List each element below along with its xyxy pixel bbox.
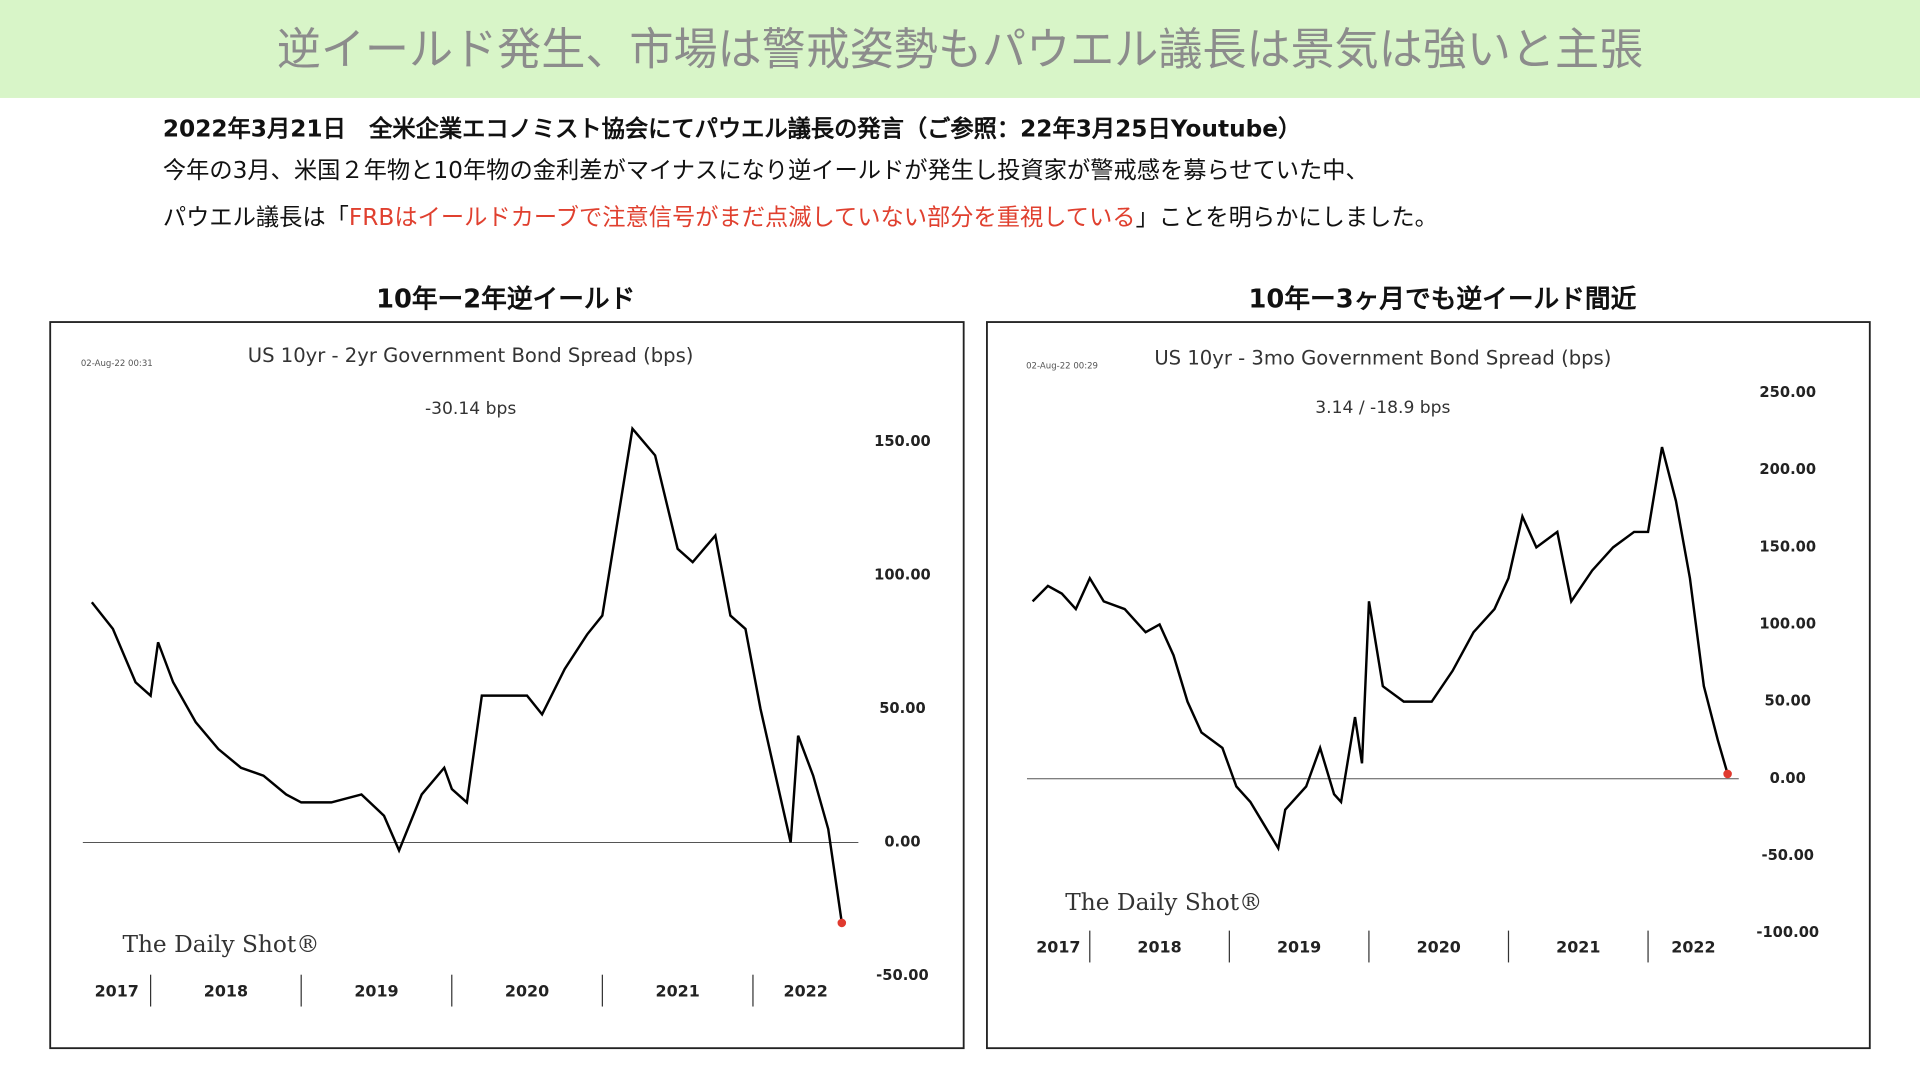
x-tick-label: 2021 bbox=[656, 981, 700, 1000]
y-tick-label: 100.00 bbox=[1759, 615, 1816, 632]
x-tick-label: 2017 bbox=[1036, 937, 1080, 956]
y-tick-label: 150.00 bbox=[1759, 538, 1816, 555]
y-tick-label: -50.00 bbox=[1761, 847, 1814, 864]
chart-frame bbox=[49, 321, 965, 1050]
text-part: パウエル議長は「 bbox=[163, 203, 349, 230]
header-band bbox=[0, 0, 1920, 98]
chart-title: US 10yr - 3mo Government Bond Spread (bp… bbox=[1154, 346, 1611, 369]
y-tick-label: 0.00 bbox=[1770, 770, 1806, 787]
watermark: The Daily Shot® bbox=[1065, 889, 1262, 916]
series-line bbox=[90, 425, 844, 924]
chart-heading: 10年ー3ヶ月でも逆イールド間近 bbox=[1249, 284, 1637, 315]
x-tick-label: 2017 bbox=[95, 981, 139, 1000]
x-tick-label: 2020 bbox=[1417, 937, 1461, 956]
x-tick-label: 2020 bbox=[505, 981, 549, 1000]
series-line bbox=[1031, 446, 1729, 852]
y-tick-label: 50.00 bbox=[1765, 693, 1811, 710]
end-marker bbox=[837, 918, 847, 928]
text-part: 」ことを明らかにしました。 bbox=[1136, 203, 1438, 230]
annotation: 3.14 / -18.9 bps bbox=[1315, 398, 1450, 418]
chart-heading: 10年ー2年逆イールド bbox=[376, 284, 635, 315]
y-tick-label: 150.00 bbox=[874, 433, 931, 450]
y-tick-label: 0.00 bbox=[884, 833, 920, 850]
highlight: FRBはイールドカーブで注意信号がまだ点滅していない部分を重視している bbox=[349, 203, 1136, 230]
end-marker bbox=[1723, 769, 1732, 779]
x-tick-label: 2019 bbox=[354, 981, 398, 1000]
x-tick-label: 2022 bbox=[1671, 937, 1715, 956]
chart-title: US 10yr - 2yr Government Bond Spread (bp… bbox=[248, 344, 694, 367]
x-tick-label: 2021 bbox=[1556, 937, 1600, 956]
y-tick-label: -100.00 bbox=[1756, 924, 1819, 941]
y-tick-label: -50.00 bbox=[876, 967, 929, 984]
x-tick-label: 2018 bbox=[204, 981, 248, 1000]
x-tick-label: 2018 bbox=[1137, 937, 1181, 956]
x-tick-label: 2022 bbox=[784, 981, 828, 1000]
body-line: 今年の3月、米国２年物と10年物の金利差がマイナスになり逆イールドが発生し投資家… bbox=[163, 157, 1369, 184]
annotation: -30.14 bps bbox=[425, 399, 516, 419]
watermark: The Daily Shot® bbox=[122, 931, 319, 958]
body-line: パウエル議長は「FRBはイールドカーブで注意信号がまだ点滅していない部分を重視し… bbox=[163, 203, 1438, 230]
lead: 2022年3月21日 全米企業エコノミスト協会にてパウエル議長の発言（ご参照：2… bbox=[163, 115, 1301, 142]
timestamp: 02-Aug-22 00:31 bbox=[81, 359, 153, 369]
slide-title: 逆イールド発生、市場は警戒姿勢もパウエル議長は景気は強いと主張 bbox=[277, 25, 1643, 76]
y-tick-label: 100.00 bbox=[874, 567, 931, 584]
timestamp: 02-Aug-22 00:29 bbox=[1026, 362, 1098, 372]
y-tick-label: 50.00 bbox=[879, 700, 925, 717]
chart-frame bbox=[986, 321, 1871, 1050]
x-tick-label: 2019 bbox=[1277, 937, 1321, 956]
y-tick-label: 200.00 bbox=[1759, 461, 1816, 478]
y-tick-label: 250.00 bbox=[1759, 384, 1816, 401]
